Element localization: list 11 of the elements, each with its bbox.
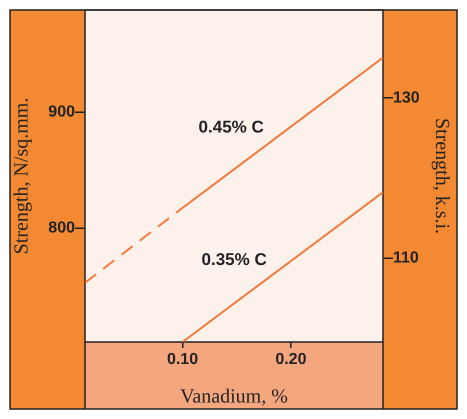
y-axis-title: Strength, N/sq.mm. (10, 98, 32, 254)
y2-tick-label: 110 (393, 249, 419, 266)
y-tick-label: 900 (48, 104, 76, 121)
x-tick-label: 0.10 (166, 351, 198, 368)
x-axis-title: Vanadium, % (180, 385, 288, 408)
x-tick-label: 0.20 (275, 351, 307, 368)
y2-tick-label: 130 (393, 89, 420, 106)
series-label: 0.45% C (198, 118, 264, 137)
y2-axis-title: Strength, k.s.i. (430, 118, 453, 234)
y-tick-label: 800 (48, 220, 76, 237)
series-label: 0.35% C (202, 250, 267, 269)
